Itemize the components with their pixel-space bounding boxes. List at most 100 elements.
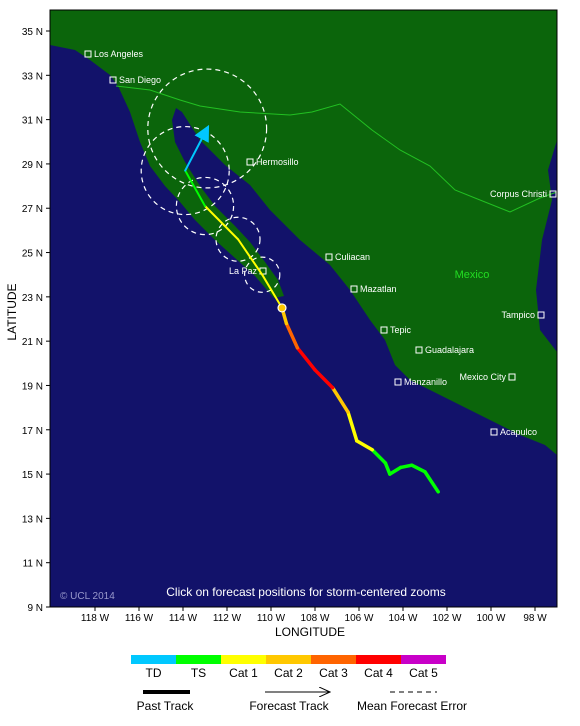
- city-label: La Paz: [229, 266, 258, 276]
- city-label: Mexico City: [459, 372, 506, 382]
- x-tick-label: 112 W: [213, 613, 242, 624]
- x-tick-label: 100 W: [477, 613, 506, 624]
- past-track-segment: [370, 447, 388, 465]
- x-tick-label: 102 W: [433, 613, 462, 624]
- past-track-segment: [399, 463, 414, 470]
- city-label: Acapulco: [500, 427, 537, 437]
- past-track-segment: [355, 439, 374, 452]
- y-tick-label: 35 N: [22, 27, 43, 38]
- past-track-segment: [284, 321, 300, 350]
- y-tick-label: 27 N: [22, 204, 43, 215]
- x-tick-label: 98 W: [523, 613, 547, 624]
- track-layer: [140, 68, 440, 494]
- y-axis-title: LATITUDE: [5, 283, 19, 340]
- legend-label: TD: [146, 666, 162, 680]
- y-tick-label: 9 N: [27, 603, 43, 614]
- city-label: Corpus Christi: [490, 189, 547, 199]
- forecast-track-segment: [204, 205, 239, 241]
- legend-swatch: [401, 655, 446, 664]
- y-tick-label: 31 N: [22, 116, 43, 127]
- y-tick-label: 19 N: [22, 381, 43, 392]
- city-label: Tepic: [390, 325, 412, 335]
- city-marker: [490, 428, 498, 436]
- city-marker: [537, 311, 545, 319]
- instruction: Click on forecast positions for storm-ce…: [166, 585, 445, 599]
- y-tick-label: 25 N: [22, 249, 43, 260]
- y-tick-label: 29 N: [22, 160, 43, 171]
- y-tick-label: 33 N: [22, 71, 43, 82]
- y-tick-label: 15 N: [22, 470, 43, 481]
- past-track-segment: [313, 368, 335, 390]
- forecast-track-segment: [237, 238, 264, 276]
- x-axis-title: LONGITUDE: [275, 625, 345, 639]
- city-marker: [394, 378, 402, 386]
- city-marker: [325, 253, 333, 261]
- legend-swatch: [356, 655, 401, 664]
- legend-swatch: [176, 655, 221, 664]
- city-marker: [549, 190, 557, 198]
- city-label: San Diego: [119, 75, 161, 85]
- legend-label: Past Track: [137, 699, 195, 713]
- city-marker: [415, 346, 423, 354]
- map-frame: [49, 9, 558, 608]
- city-marker: [246, 158, 254, 166]
- legend-label: Forecast Track: [249, 699, 329, 713]
- forecast-track-segment: [261, 273, 283, 309]
- legend-label: Cat 2: [274, 666, 303, 680]
- city-label: Hermosillo: [256, 157, 299, 167]
- legend-swatch: [221, 655, 266, 664]
- y-tick-label: 17 N: [22, 426, 43, 437]
- legend-swatch: [131, 655, 176, 664]
- legend-label: Cat 3: [319, 666, 348, 680]
- forecast-error-circle: [244, 256, 281, 293]
- land: [50, 10, 557, 455]
- past-track-segment: [388, 465, 403, 476]
- copyright: © UCL 2014: [60, 591, 115, 602]
- city-marker: [350, 285, 358, 293]
- y-tick-label: 23 N: [22, 293, 43, 304]
- y-tick-label: 13 N: [22, 514, 43, 525]
- past-track-segment: [346, 410, 359, 443]
- x-tick-label: 110 W: [257, 613, 286, 624]
- legend-swatch: [311, 655, 356, 664]
- forecast-error-circle: [147, 68, 268, 189]
- city-label: Mazatlan: [360, 284, 397, 294]
- legend-label: Cat 1: [229, 666, 258, 680]
- city-label: Manzanillo: [404, 377, 447, 387]
- past-track-segment: [330, 385, 350, 414]
- border: [115, 85, 557, 213]
- current-position: [277, 303, 287, 313]
- past-track-segment: [410, 463, 427, 474]
- city-label: Guadalajara: [425, 345, 474, 355]
- country-label: Mexico: [455, 269, 490, 281]
- x-tick-label: 118 W: [81, 613, 110, 624]
- legend-swatch: [266, 655, 311, 664]
- forecast-track-segment: [184, 169, 206, 208]
- legend-label: Cat 4: [364, 666, 393, 680]
- forecast-error-circle: [215, 216, 261, 262]
- forecast-track-segment: [184, 124, 210, 172]
- x-tick-label: 104 W: [389, 613, 418, 624]
- legend-label: TS: [191, 666, 206, 680]
- city-label: Los Angeles: [94, 49, 144, 59]
- map-area: [50, 10, 557, 607]
- past-track-segment: [383, 461, 392, 476]
- city-marker: [508, 373, 516, 381]
- x-tick-label: 114 W: [169, 613, 198, 624]
- x-tick-label: 116 W: [125, 613, 154, 624]
- legend-label: Mean Forecast Error: [357, 699, 467, 713]
- forecast-error-circle: [140, 125, 230, 216]
- city-marker: [84, 50, 92, 58]
- past-track-segment: [295, 346, 317, 372]
- x-tick-label: 106 W: [345, 613, 374, 624]
- city-label: Culiacan: [335, 252, 370, 262]
- legend-label: Cat 5: [409, 666, 438, 680]
- city-label: Tampico: [501, 310, 535, 320]
- city-marker: [380, 326, 388, 334]
- y-tick-label: 21 N: [22, 337, 43, 348]
- forecast-error-circle: [175, 176, 235, 236]
- city-marker: [109, 76, 117, 84]
- gulf-of-mexico: [536, 140, 557, 352]
